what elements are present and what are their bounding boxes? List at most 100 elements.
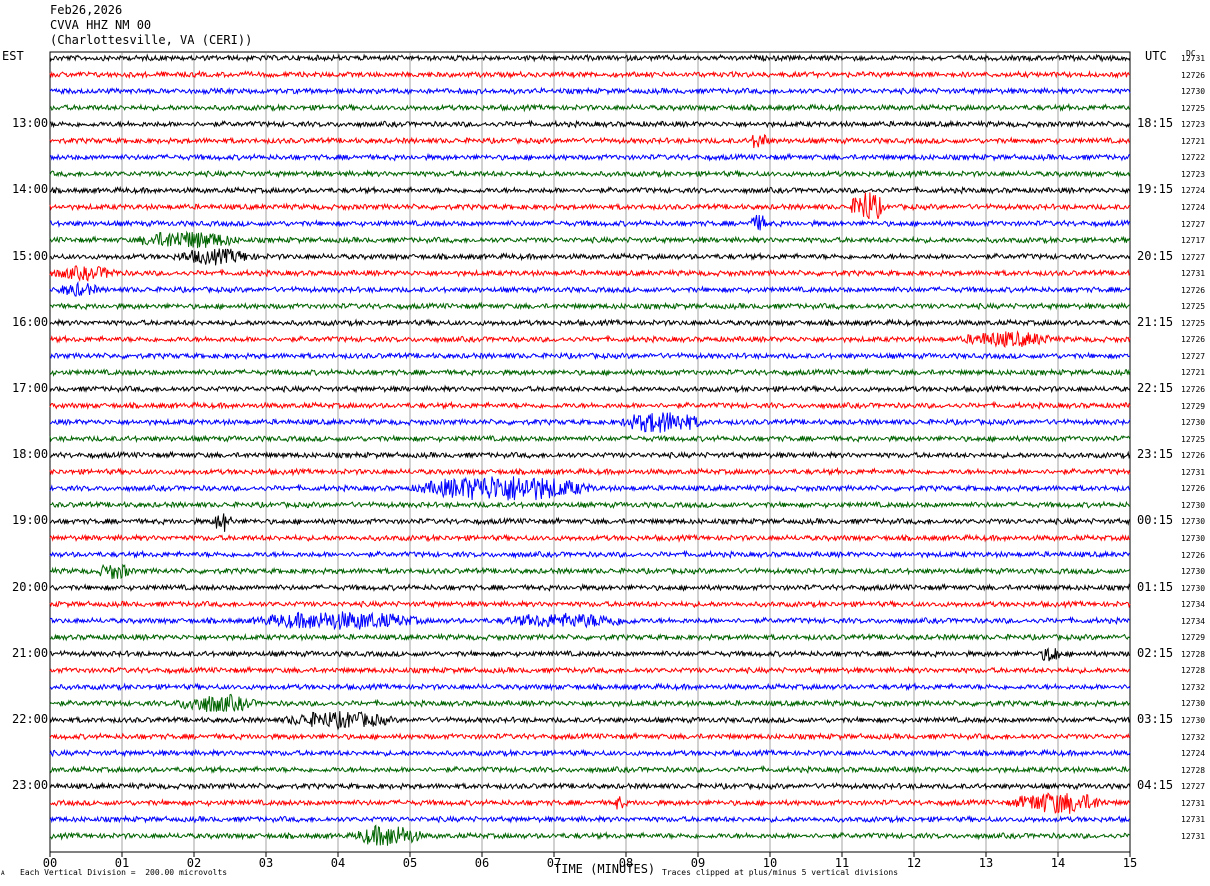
trace-row-43 — [49, 764, 1131, 775]
x-tick-label: 08 — [619, 856, 633, 870]
trace-row-31 — [49, 563, 1131, 580]
est-hour-label: 18:00 — [12, 447, 49, 462]
station-location: (Charlottesville, VA (CERI)) — [50, 33, 253, 47]
trace-row-20 — [49, 384, 1131, 394]
trace-row-33 — [49, 599, 1131, 610]
est-hour-label: 23:00 — [12, 778, 49, 793]
trace-row-8 — [49, 185, 1131, 196]
dc-offset-value: 12727 — [1181, 782, 1206, 792]
trace-row-23 — [49, 434, 1131, 444]
x-tick-label: 02 — [187, 856, 201, 870]
x-tick-label: 01 — [115, 856, 129, 870]
trace-row-40 — [49, 711, 1131, 731]
trace-row-45 — [49, 792, 1131, 814]
trace-row-5 — [49, 134, 1131, 149]
x-tick-label: 10 — [763, 856, 777, 870]
utc-hour-label: 04:15 — [1137, 778, 1174, 793]
est-hour-label: 14:00 — [12, 182, 49, 197]
est-hour-label: 20:00 — [12, 579, 49, 594]
trace-row-46 — [49, 814, 1131, 824]
dc-offset-value: 12725 — [1181, 302, 1206, 312]
x-tick-label: 12 — [907, 856, 921, 870]
trace-row-6 — [49, 152, 1131, 162]
utc-hour-label: 19:15 — [1137, 182, 1174, 197]
trace-row-35 — [49, 632, 1131, 642]
trace-row-9 — [49, 192, 1131, 220]
utc-hour-label: 01:15 — [1137, 579, 1174, 594]
dc-offset-value: 12723 — [1181, 169, 1206, 179]
dc-offset-value: 12729 — [1181, 401, 1206, 411]
utc-hour-label: 21:15 — [1137, 314, 1174, 329]
dc-offset-value: 12726 — [1181, 550, 1206, 560]
dc-offset-value: 12724 — [1181, 749, 1206, 759]
dc-offset-value: 12728 — [1181, 666, 1206, 676]
x-tick-label: 07 — [547, 856, 561, 870]
dc-offset-value: 12731 — [1181, 798, 1206, 808]
scale-note: Each Vertical Division = 200.00 microvol… — [20, 868, 228, 877]
trace-row-2 — [49, 86, 1131, 96]
trace-row-38 — [49, 682, 1131, 692]
trace-row-28 — [49, 513, 1131, 532]
trace-row-26 — [49, 476, 1131, 501]
dc-offset-value: 12728 — [1181, 765, 1206, 775]
dc-offset-value: 12730 — [1181, 583, 1206, 593]
est-hour-label: 22:00 — [12, 712, 49, 726]
dc-offset-value: 12731 — [1181, 54, 1206, 63]
x-tick-label: 00 — [43, 856, 57, 870]
utc-hour-label: 00:15 — [1137, 513, 1174, 528]
trace-row-27 — [49, 500, 1131, 510]
dc-offset-value: 12722 — [1181, 153, 1206, 163]
est-hour-label: 16:00 — [12, 314, 49, 329]
dc-offset-value: 12721 — [1181, 368, 1206, 378]
dc-offset-value: 12729 — [1181, 633, 1206, 643]
dc-offset-value: 12725 — [1181, 434, 1206, 444]
dc-offset-value: 12730 — [1181, 567, 1206, 577]
left-timezone-label: EST — [2, 49, 24, 63]
trace-row-47 — [49, 824, 1131, 846]
dc-offset-value: 12726 — [1181, 484, 1206, 494]
utc-hour-label: 02:15 — [1137, 645, 1174, 660]
right-timezone-label: UTC — [1145, 49, 1167, 63]
trace-row-16 — [49, 318, 1131, 328]
dc-offset-value: 12723 — [1181, 120, 1206, 130]
dc-offset-value: 12728 — [1181, 649, 1206, 659]
dc-offset-value: 12731 — [1181, 815, 1206, 825]
station-code: CVVA HHZ NM 00 — [50, 18, 152, 32]
plot-date: Feb26,2026 — [50, 3, 123, 17]
dc-offset-value: 12727 — [1181, 219, 1206, 229]
clipping-note: Traces clipped at plus/minus 5 vertical … — [662, 868, 899, 877]
dc-offset-value: 12732 — [1181, 682, 1206, 692]
x-tick-label: 11 — [835, 856, 849, 870]
trace-row-4 — [49, 119, 1131, 129]
dc-offset-value: 12724 — [1181, 186, 1206, 196]
x-tick-label: 04 — [331, 856, 345, 870]
dc-offset-value: 12725 — [1181, 103, 1206, 113]
dc-offset-value: 12734 — [1181, 600, 1206, 610]
trace-row-37 — [49, 665, 1131, 675]
utc-hour-label: 22:15 — [1137, 381, 1174, 395]
utc-hour-label: 20:15 — [1137, 248, 1174, 263]
est-hour-label: 13:00 — [12, 116, 49, 131]
trace-row-15 — [49, 301, 1131, 311]
dc-offset-value: 12727 — [1181, 252, 1206, 262]
dc-offset-value: 12721 — [1181, 136, 1206, 146]
x-tick-label: 06 — [475, 856, 489, 870]
dc-offset-value: 12730 — [1181, 500, 1206, 510]
trace-row-25 — [49, 466, 1131, 477]
trace-row-30 — [49, 549, 1131, 560]
trace-row-14 — [49, 280, 1131, 297]
dc-offset-value: 12731 — [1181, 269, 1206, 279]
dc-offset-value: 12732 — [1181, 732, 1206, 742]
x-axis-title: TIME (MINUTES) — [554, 862, 656, 876]
trace-row-44 — [49, 781, 1131, 791]
trace-row-19 — [49, 367, 1131, 377]
x-tick-label: 15 — [1123, 856, 1137, 870]
x-tick-label: 13 — [979, 856, 993, 870]
dc-offset-value: 12730 — [1181, 517, 1206, 527]
dc-offset-value: 12730 — [1181, 87, 1206, 97]
trace-row-36 — [50, 647, 1131, 662]
utc-hour-label: 03:15 — [1137, 712, 1174, 726]
trace-row-29 — [49, 533, 1131, 543]
trace-row-21 — [49, 400, 1131, 411]
trace-row-10 — [49, 214, 1131, 231]
